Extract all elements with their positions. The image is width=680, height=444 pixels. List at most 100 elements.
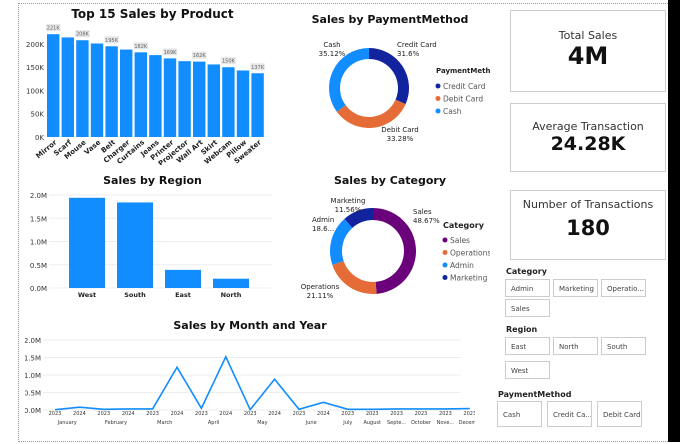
x-tick-label: 2024 [171,411,184,417]
slicer-item-west[interactable]: West [505,361,550,379]
data-label-bg [104,36,119,44]
slicer-item-east[interactable]: East [505,337,550,355]
monthly-line-chart[interactable]: Sales by Month and Year 0.0M 0.5M 1.0M 1.5M… [24,315,482,440]
donut-slice [330,218,353,265]
legend-label: Debit Card [443,95,483,104]
sales-line [54,354,470,412]
data-label: 169K [164,50,178,56]
bar [251,73,264,137]
kpi-value: 24.28K [550,133,626,155]
slicer-item-credit-card[interactable]: Credit Ca... [547,401,592,427]
y-tick-label: 2.0M [25,337,41,345]
top-products-chart[interactable]: Top 15 Sales by Product 0K 50K 100K 150K 200… [25,5,280,168]
category-svg: CategorySales48.67%SalesOperations21.11%… [301,197,492,300]
region-chart[interactable]: Sales by Region 0.0M 0.5M 1.0M 1.5M 2.0M West… [25,168,280,305]
y-tick-label: 1.0M [25,372,41,380]
data-label: 221K [47,26,61,32]
x-tick-label: 2023 [244,411,257,417]
slicer-item-north[interactable]: North [553,337,598,355]
category-donut-chart[interactable]: Sales by Category Category Sales 48.67% Sal… [290,168,492,305]
data-label: 162K [193,53,207,59]
donut-slice [373,208,416,294]
data-label-bg [133,42,148,50]
y-tick-label: 2.0M [30,192,47,200]
kpi-average-transaction: Average Transaction 24.28K [510,103,666,172]
x-tick-label: 2023 [293,411,306,417]
slicer-item-debit-card[interactable]: Debit Card [597,401,642,427]
region-slicer-title: Region [506,325,538,334]
legend-label: Credit Card [443,82,486,91]
slice-label: Credit Card [397,41,437,49]
y-tick-label: 0K [35,134,44,142]
y-tick-label: 1.0M [30,239,47,247]
kpi-value: 4M [567,42,609,70]
slice-label: Admin [312,216,334,224]
data-label-bg [221,57,236,65]
x-tick-label: 2024 [268,411,281,417]
products-svg: 0K50K100K150K200K221KMirrorScarf208KMous… [26,24,265,168]
bar [69,197,105,288]
kpi-value: 180 [566,216,610,240]
bar [213,278,249,288]
slicer-item-south[interactable]: South [601,337,646,355]
legend-label: Sales [450,236,470,245]
bar [193,61,206,137]
bar [47,34,60,137]
legend-label: Admin [450,261,474,270]
payment-donut-chart[interactable]: Sales by PaymentMethod PaymentMethod Cred… [290,5,501,165]
x-tick-label: 2023 [390,411,403,417]
month-label: March [157,420,172,426]
chart-title: Sales by Region [103,174,202,187]
slice-percent: 11.56% [335,206,362,214]
slicer-item-admin[interactable]: Admin [505,279,550,297]
category-slicer-title: Category [506,267,547,276]
slice-label: Cash [323,41,340,49]
bar [134,52,147,138]
legend-label: Marketing [450,274,488,283]
payment-slicer-title: PaymentMethod [498,390,572,399]
x-tick-label: 2023 [439,411,452,417]
bar [61,37,74,137]
slice-percent: 35.12% [319,50,346,58]
slice-percent: 21.11% [307,292,334,300]
month-label: Nove... [437,420,455,426]
slicer-item-operations[interactable]: Operatio... [601,279,646,297]
kpi-label: Number of Transactions [522,198,654,211]
x-tick-label: 2023 [415,411,428,417]
donut-slice [332,260,377,294]
bar [76,40,89,137]
y-tick-label: 1.5M [25,355,41,363]
data-label: 208K [76,32,90,38]
kpi-total-sales: Total Sales 4M [510,10,666,92]
slicer-item-cash[interactable]: Cash [497,401,542,427]
slice-label: Debit Card [381,126,418,134]
x-tick-label: 2023 [195,411,208,417]
month-label: April [208,420,219,426]
month-label: October [411,420,432,426]
legend-marker [442,237,448,243]
slicer-item-sales[interactable]: Sales [505,299,550,317]
x-tick-label: North [221,291,242,299]
legend-marker [442,275,448,280]
data-label: 195K [105,38,119,44]
month-label: Septe... [387,420,407,426]
data-label: 182K [134,44,148,50]
x-tick-label: East [175,291,191,299]
x-tick-label: 2023 [366,411,379,417]
x-tick-label: South [124,291,146,299]
slice-percent: 33.28% [387,135,414,143]
slicer-item-marketing[interactable]: Marketing [553,279,598,297]
legend-marker [442,250,448,255]
data-label: 137K [251,65,265,71]
data-label-bg [192,51,207,59]
bar [117,202,153,288]
legend-marker [435,96,441,101]
bar [163,58,177,137]
kpi-label: Average Transaction [532,120,644,133]
month-label: August [363,420,381,426]
y-tick-label: 0.5M [30,262,47,270]
data-label: 150K [222,59,236,65]
x-tick-label: 2024 [122,411,135,417]
month-label: July [342,420,352,426]
